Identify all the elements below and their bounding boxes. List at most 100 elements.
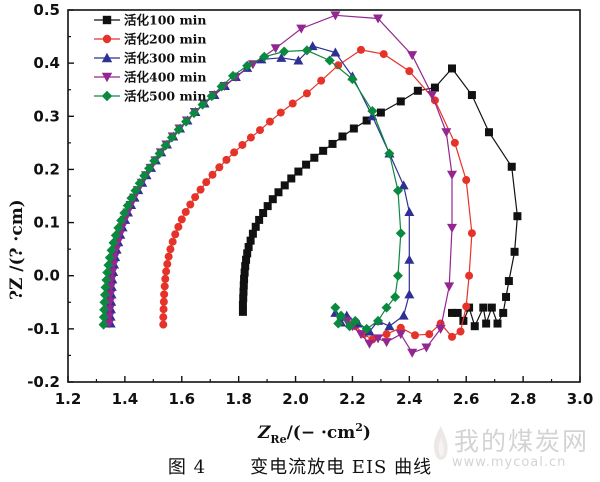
data-point [149, 155, 160, 166]
data-point [396, 323, 405, 332]
data-point [171, 230, 180, 239]
data-point [405, 67, 414, 76]
data-point [263, 202, 272, 211]
data-point [317, 76, 326, 85]
data-point [255, 215, 264, 224]
data-point [395, 330, 406, 340]
y-tick-label: 0.2 [33, 160, 60, 178]
figure-caption-text: 变电流放电 EIS 曲线 [250, 457, 433, 478]
data-point [173, 124, 184, 135]
data-point [99, 304, 110, 315]
data-point [444, 282, 455, 292]
data-point [504, 277, 513, 286]
data-point [243, 249, 252, 258]
data-point [134, 178, 145, 189]
y-tick-label: 0.4 [33, 54, 60, 72]
data-point [450, 138, 459, 147]
data-point [462, 176, 471, 185]
data-point [227, 70, 238, 81]
data-point [239, 281, 248, 290]
data-point [301, 45, 312, 56]
data-point [164, 252, 173, 261]
data-point [413, 86, 422, 95]
data-point [328, 139, 337, 148]
series-2 [159, 45, 476, 344]
data-point [502, 292, 511, 301]
data-point [355, 330, 366, 340]
data-point [333, 318, 344, 329]
data-point [364, 339, 375, 349]
data-point [104, 305, 115, 315]
legend-label: 活化200 min [124, 32, 207, 47]
data-point [116, 215, 127, 226]
y-tick-label: -0.2 [27, 373, 60, 391]
watermark-text: 我的煤炭网 [454, 427, 590, 456]
data-point [104, 252, 115, 263]
data-point [248, 229, 257, 238]
y-axis-label: ?Z /(? ·cm) [7, 199, 27, 300]
data-point [102, 267, 113, 278]
data-point [465, 271, 474, 280]
data-point [510, 247, 519, 256]
data-point [126, 193, 137, 204]
data-point [435, 324, 446, 334]
data-point [447, 170, 457, 180]
data-point [105, 282, 116, 292]
data-point [238, 300, 247, 309]
legend-item-4: 活化400 min [94, 70, 207, 85]
data-point [280, 181, 289, 190]
data-point [113, 222, 124, 233]
watermark: 我的煤炭网 www.mycoal.cn [430, 420, 598, 476]
series-5 [98, 45, 406, 334]
data-point [246, 133, 255, 142]
data-point [395, 228, 406, 239]
data-point [493, 319, 502, 328]
data-point [206, 91, 217, 102]
data-point [384, 148, 395, 159]
x-tick-label: 1.4 [112, 390, 139, 408]
data-point [197, 99, 208, 110]
y-tick-label: 0.5 [33, 1, 60, 19]
series-1 [238, 64, 522, 331]
data-point [349, 124, 358, 133]
data-point [166, 245, 175, 254]
x-tick-label: 2.0 [282, 390, 309, 408]
data-point [421, 343, 432, 353]
data-point [139, 170, 150, 181]
data-point [270, 44, 281, 54]
data-point [294, 167, 303, 176]
y-tick-label: 0.0 [33, 267, 60, 285]
data-point [108, 237, 119, 248]
data-point [338, 132, 347, 141]
data-point [334, 61, 343, 70]
data-point [256, 126, 264, 135]
data-point [160, 140, 171, 151]
data-point [161, 274, 170, 283]
data-point [239, 294, 248, 303]
data-point [276, 52, 287, 62]
data-point [344, 321, 355, 332]
data-point [482, 319, 491, 328]
data-point [499, 308, 508, 317]
data-point [330, 47, 341, 57]
x-tick-label: 1.8 [225, 390, 252, 408]
x-axis-label-tail: /(− ·cm [287, 423, 356, 443]
data-point [293, 55, 304, 65]
x-axis-label-sub: Re [270, 433, 286, 446]
data-point [265, 117, 274, 126]
data-point [407, 348, 418, 358]
data-point [103, 260, 114, 271]
data-point [144, 163, 155, 174]
data-point [404, 289, 415, 299]
figure-caption: 图 4 变电流放电 EIS 曲线 [0, 453, 600, 479]
legend-marker [101, 90, 113, 102]
data-point [101, 274, 112, 285]
data-point [324, 55, 335, 66]
data-point [470, 322, 479, 331]
data-point [296, 24, 307, 34]
data-point [276, 108, 285, 117]
data-point [160, 282, 169, 291]
data-point [350, 315, 361, 326]
legend-label: 活化500 min [124, 89, 207, 104]
data-point [411, 331, 420, 340]
